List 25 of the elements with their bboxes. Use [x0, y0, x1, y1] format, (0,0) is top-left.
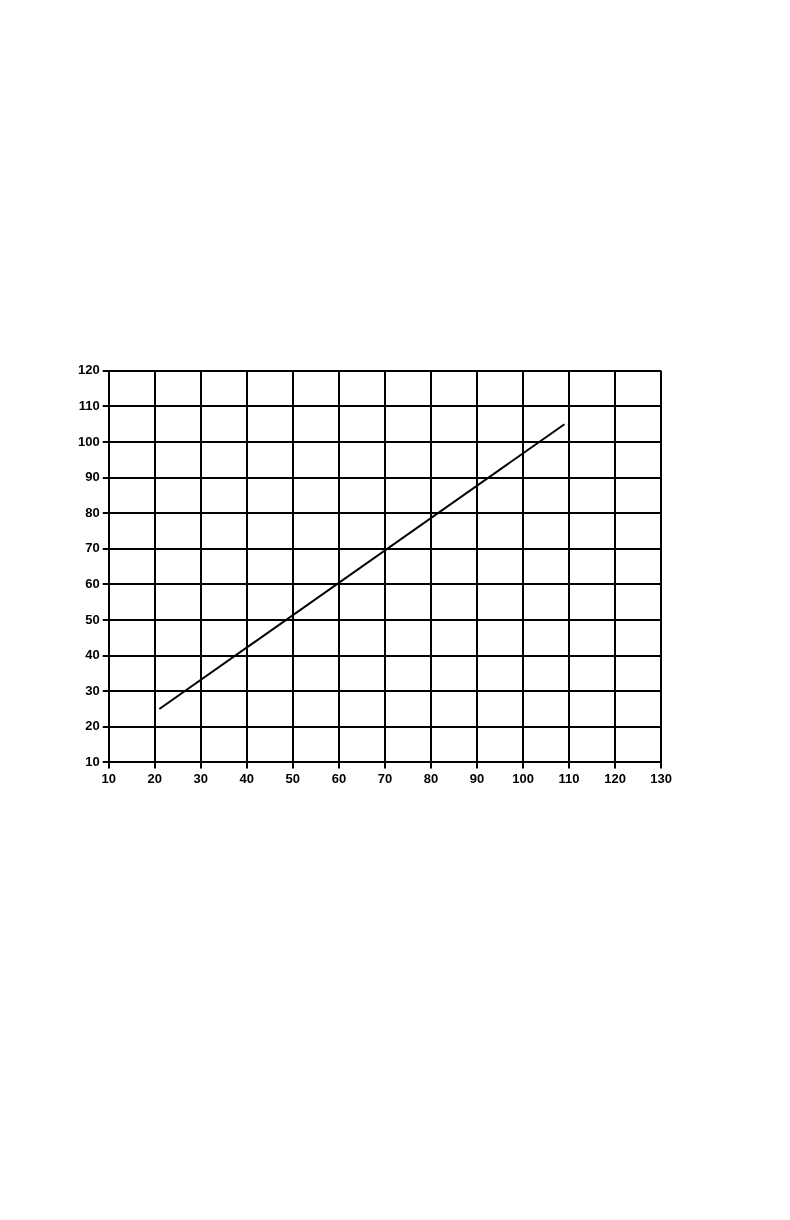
- x-tick-label: 10: [101, 770, 116, 786]
- x-tick-label: 120: [604, 770, 626, 786]
- y-tick-label: 120: [77, 362, 100, 378]
- x-tick-label: 40: [239, 770, 255, 786]
- y-tick-label: 80: [85, 504, 100, 520]
- y-tick-label: 90: [85, 469, 100, 485]
- y-tick-label: 30: [85, 682, 100, 698]
- y-tick-label: 70: [85, 540, 100, 556]
- x-tick-label: 110: [558, 770, 580, 786]
- y-tick-label: 110: [78, 397, 100, 413]
- y-tick-label: 50: [85, 611, 100, 627]
- x-tick-label: 20: [147, 770, 162, 786]
- y-tick-label: 60: [85, 575, 100, 591]
- x-tick-label: 100: [512, 770, 534, 786]
- x-tick-label: 70: [377, 770, 393, 786]
- x-tick-label: 50: [285, 770, 301, 786]
- x-tick-label: 30: [193, 770, 208, 786]
- y-tick-label: 10: [85, 753, 100, 769]
- x-tick-label: 130: [650, 770, 673, 786]
- x-tick-label: 80: [423, 770, 439, 786]
- y-tick-label: 40: [85, 647, 100, 663]
- y-tick-label: 100: [77, 433, 100, 449]
- x-tick-label: 90: [469, 770, 485, 786]
- y-tick-label: 20: [85, 718, 100, 734]
- x-tick-label: 60: [331, 770, 347, 786]
